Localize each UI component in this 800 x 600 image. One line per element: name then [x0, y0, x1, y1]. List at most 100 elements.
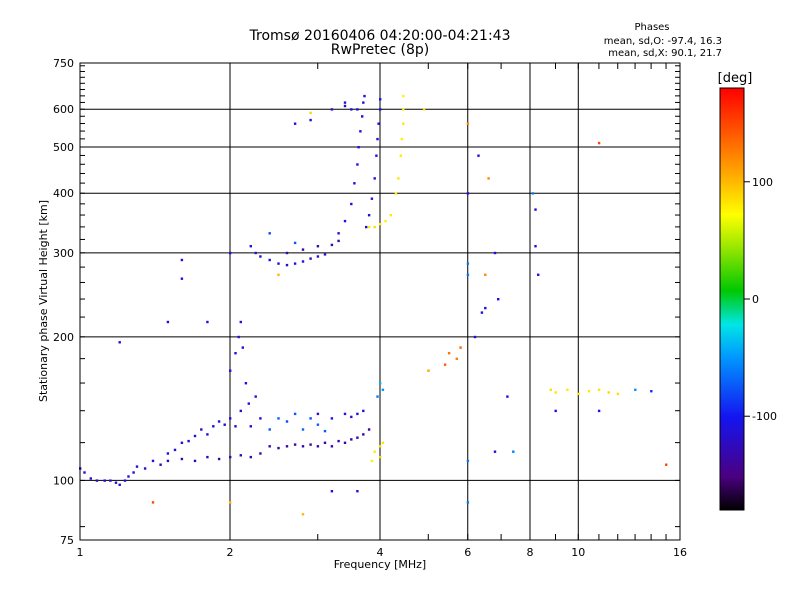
data-point	[566, 388, 569, 391]
data-point	[249, 245, 252, 248]
chart-subtitle: RwPretec (8p)	[331, 42, 429, 58]
data-point	[249, 455, 252, 459]
data-point	[356, 412, 359, 416]
colorbar-label: [deg]	[718, 71, 753, 86]
data-point	[337, 232, 340, 235]
data-point	[229, 369, 232, 372]
data-point	[375, 154, 378, 157]
data-point	[362, 433, 365, 436]
data-point	[353, 182, 356, 185]
data-point	[330, 417, 334, 420]
colorbar-tick-label: 100	[752, 176, 773, 189]
data-point	[337, 239, 340, 243]
data-point	[301, 428, 305, 431]
data-point	[443, 363, 447, 366]
data-point	[254, 395, 257, 398]
data-point	[89, 477, 92, 480]
data-point	[293, 412, 297, 416]
data-point	[323, 441, 327, 444]
data-point	[466, 273, 470, 276]
data-point	[103, 479, 106, 482]
data-point	[381, 441, 385, 444]
data-point	[173, 448, 177, 452]
data-point	[389, 214, 392, 217]
data-point	[373, 450, 376, 453]
data-point	[229, 501, 232, 504]
data-point	[200, 428, 203, 431]
data-point	[379, 455, 382, 459]
data-point	[268, 428, 271, 431]
data-point	[402, 108, 405, 111]
data-point	[343, 219, 347, 223]
data-point	[301, 445, 305, 448]
data-point	[285, 445, 289, 448]
data-point	[206, 320, 209, 324]
data-point	[493, 450, 497, 453]
data-point	[277, 417, 280, 420]
data-point	[159, 463, 162, 466]
data-point	[309, 257, 312, 260]
data-point	[466, 262, 470, 265]
y-tick-label: 100	[53, 474, 74, 487]
data-point	[370, 197, 374, 200]
data-point	[254, 251, 257, 255]
data-point	[135, 465, 139, 468]
x-tick-label: 16	[673, 546, 687, 559]
y-tick-label: 300	[53, 247, 74, 260]
data-point	[650, 390, 653, 393]
data-point	[497, 298, 500, 301]
data-point	[151, 501, 155, 504]
colorbar	[719, 87, 745, 511]
data-point	[379, 222, 382, 226]
data-point	[367, 225, 371, 229]
x-tick-label: 2	[227, 546, 234, 559]
data-point	[350, 415, 353, 419]
data-point	[229, 417, 232, 420]
data-point	[223, 423, 226, 426]
data-point	[323, 429, 327, 433]
data-point	[330, 108, 334, 111]
data-point	[180, 277, 184, 280]
data-point	[376, 395, 379, 398]
x-tick-label: 10	[571, 546, 585, 559]
data-point	[114, 481, 118, 484]
data-point	[309, 443, 312, 446]
data-point	[365, 225, 368, 229]
data-point	[259, 255, 262, 258]
data-point	[309, 118, 312, 122]
data-point	[359, 130, 362, 133]
data-point	[506, 395, 509, 398]
data-point	[554, 409, 557, 413]
data-point	[337, 439, 340, 443]
data-point	[459, 346, 462, 349]
data-point	[301, 513, 305, 516]
data-point	[362, 101, 365, 104]
data-point	[361, 115, 364, 118]
data-point	[373, 225, 376, 229]
data-point	[356, 163, 359, 166]
data-point	[217, 457, 221, 461]
stats-o-line: mean, sd,O: -97.4, 16.3	[604, 36, 722, 47]
data-point	[193, 434, 197, 438]
data-point	[237, 335, 240, 339]
data-point	[343, 104, 347, 108]
y-tick-label: 75	[60, 534, 74, 547]
data-point	[293, 122, 297, 125]
x-tick-label: 4	[377, 546, 384, 559]
data-point	[466, 501, 470, 504]
y-tick-label: 600	[53, 103, 74, 116]
axis-ticks: 1 2 4 6 8 10 16 75 100 200 300 400 500 600 750	[53, 57, 687, 559]
data-point	[381, 388, 385, 391]
data-point	[239, 409, 242, 413]
data-point	[293, 241, 297, 245]
data-point	[316, 423, 320, 426]
data-point	[422, 108, 426, 111]
data-point	[330, 490, 334, 493]
data-point	[343, 441, 347, 444]
data-point	[234, 352, 237, 355]
data-point	[293, 443, 297, 446]
data-point	[309, 417, 312, 420]
data-point	[357, 146, 360, 149]
data-point	[370, 459, 374, 463]
data-point	[309, 111, 312, 115]
